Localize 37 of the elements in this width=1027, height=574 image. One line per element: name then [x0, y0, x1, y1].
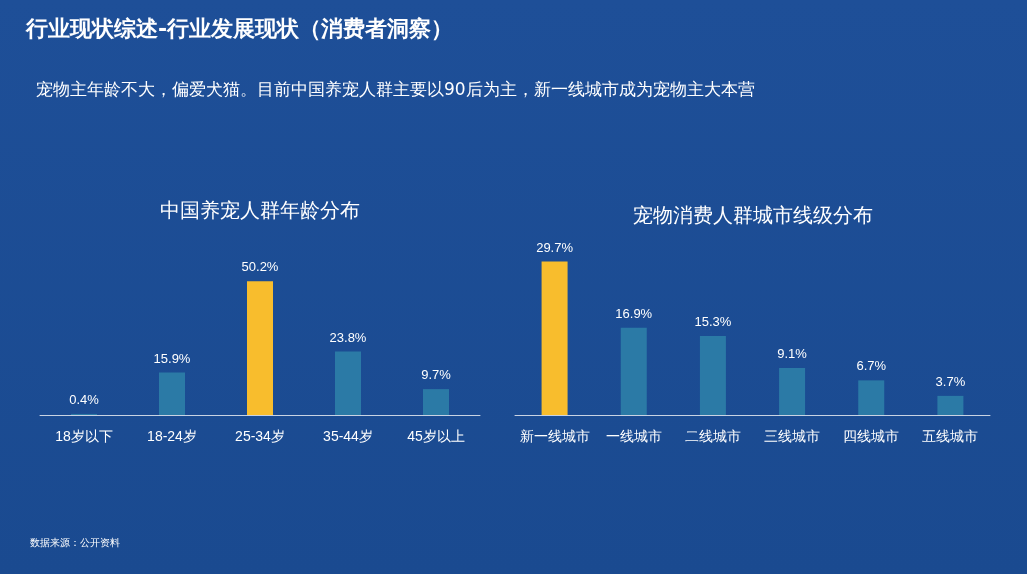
source-note: 数据来源：公开资料 [30, 536, 120, 550]
bar [699, 335, 726, 415]
bar [423, 389, 449, 415]
x-tick-label: 45岁以上 [407, 428, 465, 444]
bar [620, 327, 647, 415]
x-tick-label: 二线城市 [684, 428, 741, 444]
bar [937, 395, 964, 415]
chart-title: 宠物消费人群城市线级分布 [632, 204, 873, 226]
data-label: 15.3% [694, 313, 732, 329]
bar [247, 281, 273, 415]
data-label: 16.9% [615, 305, 653, 321]
x-tick-label: 25-34岁 [235, 428, 285, 444]
x-tick-label: 三线城市 [764, 428, 821, 444]
x-tick-label: 新一线城市 [519, 428, 590, 444]
x-tick-label: 18-24岁 [147, 428, 197, 444]
data-label: 9.1% [777, 345, 808, 361]
data-label: 0.4% [69, 391, 100, 407]
bar [541, 261, 568, 415]
x-tick-label: 一线城市 [605, 428, 662, 444]
data-label: 3.7% [935, 373, 966, 389]
data-label: 15.9% [153, 350, 191, 366]
data-label: 29.7% [536, 239, 574, 255]
bar [335, 351, 361, 415]
x-tick-label: 35-44岁 [323, 428, 373, 444]
data-label: 6.7% [856, 358, 887, 374]
text: 行业现状综述-行业发展现状（消费者洞察） [26, 15, 454, 43]
chart-title: 中国养宠人群年龄分布 [160, 199, 360, 221]
data-label: 9.7% [421, 367, 452, 383]
bar [159, 372, 185, 415]
x-tick-label: 四线城市 [843, 428, 900, 444]
bar [779, 367, 806, 415]
bar [858, 380, 885, 415]
x-tick-label: 五线城市 [922, 428, 979, 444]
data-label: 50.2% [241, 259, 279, 275]
data-label: 23.8% [329, 329, 367, 345]
text: 宠物主年龄不大，偏爱犬猫。目前中国养宠人群主要以90后为主，新一线城市成为宠物主大本营 [36, 78, 755, 101]
x-tick-label: 18岁以下 [55, 428, 113, 444]
